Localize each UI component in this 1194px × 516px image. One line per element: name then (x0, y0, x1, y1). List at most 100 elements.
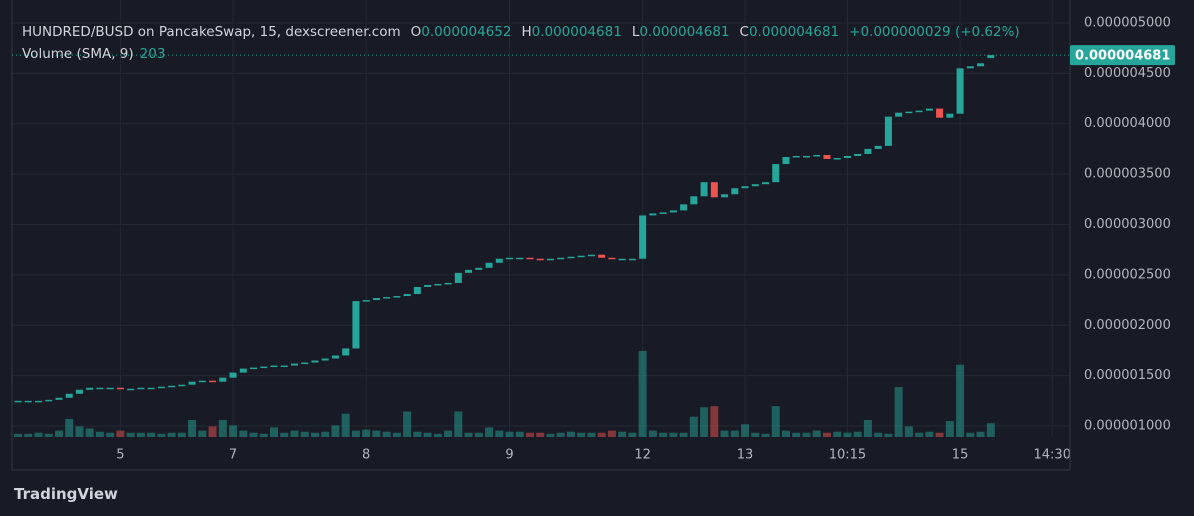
volume-bar (454, 411, 463, 437)
candle-body (168, 385, 176, 388)
candle-body (45, 399, 53, 402)
volume-bar (966, 432, 975, 437)
candle-body (270, 365, 278, 368)
volume-bar (413, 431, 422, 437)
plot-bg (12, 0, 1070, 470)
volume-bar (679, 432, 688, 437)
candle-body (628, 258, 636, 261)
volume-bar (751, 432, 760, 437)
x-tick-label: 10:15 (829, 448, 866, 463)
candle-body (802, 155, 810, 158)
volume-bar (95, 431, 104, 437)
brand-text: TradingView (14, 485, 118, 503)
candle-body (444, 282, 452, 285)
last-price-label: 0.000004681 (1075, 49, 1170, 64)
candle-body (475, 267, 483, 270)
candle-body (229, 372, 237, 378)
ohlc-key: H (521, 24, 532, 40)
candle-body (987, 55, 995, 59)
candle-body (65, 393, 73, 398)
candle-body (352, 301, 360, 349)
volume-bar (566, 431, 575, 437)
volume-legend: Volume (SMA, 9) 203 (22, 46, 165, 62)
candle-body (925, 108, 933, 111)
volume-bar (280, 432, 289, 437)
legend-header: HUNDRED/BUSD on PancakeSwap, 15, dexscre… (22, 24, 1030, 40)
candle-body (792, 155, 800, 158)
candle-body (424, 284, 432, 287)
volume-sma: 203 (139, 46, 166, 62)
volume-bar (249, 432, 258, 437)
volume-bar (382, 431, 391, 437)
candle-body (495, 258, 503, 263)
candle-body (680, 204, 688, 211)
candle-body (250, 367, 258, 370)
volume-bar (65, 418, 74, 437)
candle-body (915, 110, 923, 113)
candle-body (813, 154, 821, 157)
candle-body (362, 300, 370, 302)
x-tick-label: 13 (737, 448, 754, 463)
volume-bar (85, 428, 94, 437)
volume-bar (925, 431, 934, 437)
ohlc-key: L (631, 24, 640, 40)
volume-bar (136, 432, 145, 437)
candle-body (956, 68, 964, 114)
volume-bar (741, 424, 750, 437)
volume-bar (24, 433, 33, 437)
volume-bar (904, 426, 913, 437)
candle-body (260, 366, 268, 369)
last-price-box (1070, 45, 1175, 66)
candle-body (659, 212, 667, 214)
x-tick-label: 14:30 (1034, 448, 1071, 463)
candle-body (946, 113, 954, 118)
volume-bar (290, 430, 299, 437)
y-tick-label: 0.000003000 (1084, 217, 1171, 232)
volume-bar (812, 430, 821, 437)
volume-bar (321, 431, 330, 437)
candle-body (567, 256, 575, 259)
volume-bar (270, 427, 278, 437)
candle-body (178, 384, 186, 387)
candle-body (434, 283, 442, 286)
y-tick-label: 0.000001500 (1084, 368, 1171, 383)
candle-body (598, 254, 606, 258)
candle-body (14, 400, 22, 403)
volume-bar (157, 433, 166, 437)
x-tick-label: 5 (116, 448, 124, 463)
symbol: HUNDRED/BUSD on PancakeSwap, 15, dexscre… (22, 24, 401, 40)
candle-body (741, 186, 749, 189)
candle-body (372, 298, 380, 301)
candle-body (34, 400, 42, 403)
volume-bar (945, 421, 954, 437)
candle-body (75, 389, 83, 394)
change: +0.000000029 (+0.62%) (849, 24, 1020, 40)
volume-bar (300, 431, 309, 437)
x-tick-label: 12 (634, 448, 651, 463)
volume-bar (853, 431, 862, 437)
volume-bar (372, 430, 381, 437)
candle-body (383, 297, 391, 299)
volume-bar (505, 431, 514, 437)
candle-body (721, 194, 729, 198)
volume-bar (976, 431, 985, 437)
candle-body (618, 258, 626, 261)
volume-bar (14, 433, 22, 437)
candle-body (526, 257, 534, 260)
y-tick-label: 0.000003500 (1084, 167, 1171, 182)
volume-bar (177, 432, 186, 437)
volume-bar (710, 406, 719, 437)
x-tick-label: 7 (229, 448, 237, 463)
volume-bar (536, 432, 545, 437)
ohlc-value: 0.000004681 (531, 24, 622, 40)
volume-bar (720, 430, 729, 437)
volume-bar (935, 432, 944, 437)
volume-bar (403, 411, 412, 437)
candle-body (864, 148, 872, 154)
y-tick-label: 0.000001000 (1084, 419, 1171, 434)
volume-bar (198, 430, 207, 437)
candle-body (700, 182, 708, 197)
candle-body (690, 196, 698, 205)
candle-body (301, 362, 309, 365)
